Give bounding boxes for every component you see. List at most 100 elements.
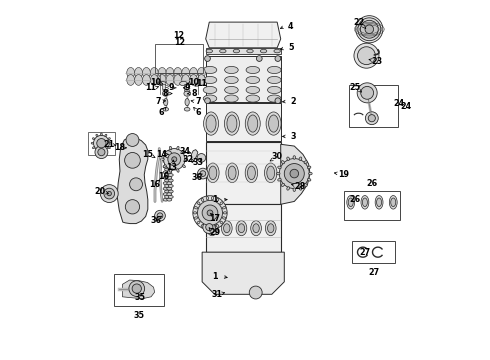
Ellipse shape xyxy=(209,224,215,233)
Ellipse shape xyxy=(197,67,205,78)
Ellipse shape xyxy=(168,174,173,176)
Ellipse shape xyxy=(194,217,197,219)
Ellipse shape xyxy=(307,166,311,169)
Ellipse shape xyxy=(281,161,285,164)
Ellipse shape xyxy=(168,185,173,188)
Circle shape xyxy=(360,20,378,38)
Ellipse shape xyxy=(190,75,197,85)
Ellipse shape xyxy=(377,198,382,207)
Text: 14: 14 xyxy=(157,150,168,159)
Text: 19: 19 xyxy=(338,170,349,179)
Ellipse shape xyxy=(348,198,353,207)
Text: 17: 17 xyxy=(209,214,220,223)
Text: 9: 9 xyxy=(184,83,190,92)
Circle shape xyxy=(172,157,177,162)
Ellipse shape xyxy=(197,75,205,85)
Ellipse shape xyxy=(221,221,232,236)
Text: 21: 21 xyxy=(103,140,114,149)
Ellipse shape xyxy=(166,67,174,78)
Ellipse shape xyxy=(105,150,107,152)
Circle shape xyxy=(290,169,298,178)
Text: 31: 31 xyxy=(212,290,222,299)
Polygon shape xyxy=(206,22,281,48)
Circle shape xyxy=(356,16,383,43)
Ellipse shape xyxy=(166,75,174,85)
Ellipse shape xyxy=(100,133,102,135)
Ellipse shape xyxy=(216,224,219,228)
Ellipse shape xyxy=(247,166,255,180)
Ellipse shape xyxy=(184,91,190,96)
Text: 8: 8 xyxy=(163,89,169,98)
Circle shape xyxy=(366,112,378,125)
Circle shape xyxy=(124,153,140,168)
Ellipse shape xyxy=(158,67,166,78)
Ellipse shape xyxy=(190,67,197,78)
Ellipse shape xyxy=(168,179,173,182)
Ellipse shape xyxy=(266,112,281,135)
Ellipse shape xyxy=(220,202,223,204)
Circle shape xyxy=(284,163,304,184)
Ellipse shape xyxy=(203,76,217,84)
Ellipse shape xyxy=(174,67,182,78)
Ellipse shape xyxy=(224,95,238,102)
Ellipse shape xyxy=(167,198,172,201)
Bar xyxy=(348,85,398,127)
Ellipse shape xyxy=(278,166,281,169)
Ellipse shape xyxy=(274,49,280,53)
Ellipse shape xyxy=(165,179,170,182)
Circle shape xyxy=(165,151,172,158)
Text: 30: 30 xyxy=(271,152,283,161)
Text: 22: 22 xyxy=(354,18,365,27)
Ellipse shape xyxy=(108,147,110,149)
Ellipse shape xyxy=(216,198,219,202)
Text: 27: 27 xyxy=(359,248,370,257)
Text: 2: 2 xyxy=(291,97,296,106)
Ellipse shape xyxy=(246,66,260,73)
Circle shape xyxy=(358,47,375,64)
Circle shape xyxy=(358,18,381,41)
Ellipse shape xyxy=(158,81,166,86)
Bar xyxy=(344,192,400,220)
Ellipse shape xyxy=(143,67,150,78)
Ellipse shape xyxy=(167,165,172,168)
Ellipse shape xyxy=(177,146,179,150)
Ellipse shape xyxy=(228,166,236,180)
Circle shape xyxy=(368,114,375,122)
Bar xyxy=(352,242,395,263)
Text: 25: 25 xyxy=(349,83,361,92)
Ellipse shape xyxy=(347,195,355,209)
Ellipse shape xyxy=(135,67,143,78)
Ellipse shape xyxy=(168,195,173,198)
Polygon shape xyxy=(176,151,181,164)
Ellipse shape xyxy=(91,142,94,144)
Text: 18: 18 xyxy=(114,143,125,152)
Ellipse shape xyxy=(247,49,253,53)
Ellipse shape xyxy=(150,75,158,85)
Circle shape xyxy=(126,134,139,147)
Ellipse shape xyxy=(194,207,197,209)
Polygon shape xyxy=(192,150,198,163)
Ellipse shape xyxy=(143,75,150,85)
Ellipse shape xyxy=(163,176,168,179)
Ellipse shape xyxy=(163,198,168,201)
Ellipse shape xyxy=(307,178,311,181)
Ellipse shape xyxy=(224,112,240,135)
Ellipse shape xyxy=(165,195,170,198)
Ellipse shape xyxy=(363,198,368,207)
Ellipse shape xyxy=(182,165,185,167)
Circle shape xyxy=(354,43,379,68)
Ellipse shape xyxy=(165,168,170,171)
Ellipse shape xyxy=(278,178,281,181)
Text: 27: 27 xyxy=(368,268,379,277)
Circle shape xyxy=(206,224,213,231)
Ellipse shape xyxy=(287,157,290,161)
Circle shape xyxy=(95,146,108,158)
Ellipse shape xyxy=(163,165,168,168)
Ellipse shape xyxy=(201,224,204,228)
Ellipse shape xyxy=(180,81,188,86)
Ellipse shape xyxy=(260,49,267,53)
Ellipse shape xyxy=(268,76,281,84)
Circle shape xyxy=(157,213,163,219)
Text: 4: 4 xyxy=(288,22,294,31)
Ellipse shape xyxy=(227,115,237,132)
